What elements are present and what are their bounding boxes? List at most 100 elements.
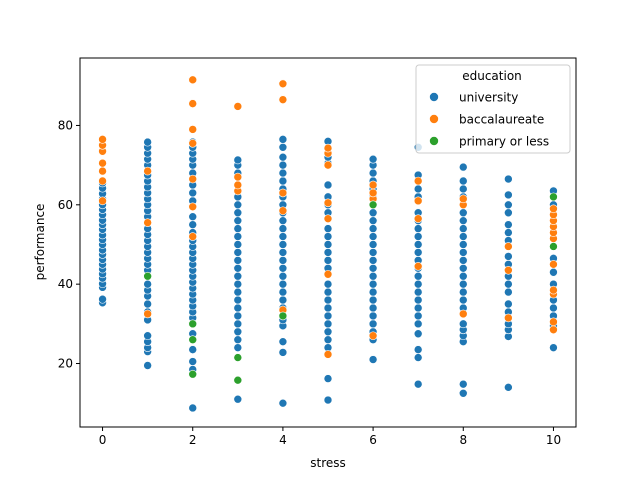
data-point — [458, 224, 468, 233]
data-point — [143, 137, 152, 147]
data-point — [278, 135, 288, 144]
data-point — [323, 240, 333, 249]
data-point — [368, 180, 378, 190]
data-point — [458, 184, 468, 194]
data-point — [323, 311, 333, 321]
data-point — [188, 212, 198, 222]
data-point — [368, 154, 378, 164]
legend: education university baccalaureate primary… — [415, 64, 571, 154]
data-point — [368, 208, 378, 218]
data-point — [233, 216, 243, 225]
data-point — [368, 232, 378, 241]
data-point — [458, 287, 468, 297]
data-point — [278, 263, 288, 273]
data-point — [368, 295, 378, 305]
data-point — [278, 232, 288, 241]
data-point — [323, 180, 333, 190]
data-point — [413, 303, 423, 313]
data-point — [549, 260, 558, 269]
legend-marker — [429, 136, 439, 146]
data-point — [98, 294, 107, 304]
data-point — [458, 271, 468, 281]
data-point — [413, 329, 423, 339]
data-point — [413, 214, 423, 223]
data-point — [233, 240, 243, 249]
data-point — [98, 196, 107, 206]
data-point — [233, 327, 243, 337]
data-point — [458, 240, 468, 249]
data-point — [98, 158, 107, 168]
data-point — [233, 279, 243, 289]
x-tick-label: 2 — [189, 433, 197, 447]
data-point — [188, 188, 198, 198]
data-point — [504, 383, 513, 392]
data-point — [458, 232, 468, 241]
data-point — [233, 375, 243, 385]
data-point — [323, 269, 333, 279]
plot-frame — [79, 57, 577, 428]
data-point — [323, 319, 333, 329]
data-point — [233, 256, 243, 265]
data-point — [504, 265, 513, 275]
data-point — [278, 142, 288, 152]
data-point — [413, 295, 423, 305]
data-point — [278, 79, 288, 89]
x-tick-label: 8 — [459, 433, 467, 447]
data-point — [458, 388, 468, 398]
data-point — [278, 256, 288, 265]
x-tick-label: 4 — [279, 433, 287, 447]
data-point — [413, 262, 423, 271]
data-point — [233, 208, 243, 218]
data-point — [143, 331, 152, 341]
data-point — [278, 176, 288, 186]
data-point — [278, 398, 288, 408]
data-point — [278, 188, 288, 198]
data-point — [413, 279, 423, 289]
data-point — [504, 174, 513, 184]
data-point — [504, 252, 513, 261]
data-point — [323, 303, 333, 313]
data-point — [233, 303, 243, 313]
data-point — [368, 319, 378, 329]
data-point — [233, 172, 243, 182]
data-point — [143, 218, 152, 227]
data-point — [368, 303, 378, 313]
data-point — [98, 135, 107, 144]
data-point — [98, 176, 107, 186]
data-point — [233, 287, 243, 297]
data-point — [458, 309, 468, 319]
data-point — [458, 176, 468, 186]
data-point — [504, 220, 513, 229]
points-layer — [98, 75, 558, 413]
data-point — [323, 214, 333, 223]
x-tick-label: 0 — [99, 433, 107, 447]
data-point — [188, 139, 198, 148]
legend-label: baccalaureate — [459, 113, 544, 127]
data-point — [413, 248, 423, 257]
data-point — [233, 224, 243, 233]
data-point — [323, 374, 333, 383]
data-point — [278, 95, 288, 104]
data-point — [233, 343, 243, 352]
data-point — [413, 176, 423, 186]
data-point — [278, 224, 288, 233]
data-point — [413, 224, 423, 233]
data-point — [188, 369, 198, 379]
data-point — [458, 256, 468, 265]
data-point — [278, 279, 288, 289]
data-point — [188, 125, 198, 134]
data-point — [413, 345, 423, 354]
data-point — [458, 248, 468, 257]
data-point — [278, 160, 288, 170]
data-point — [233, 180, 243, 190]
data-point — [368, 355, 378, 364]
data-point — [549, 285, 558, 295]
data-point — [323, 395, 333, 405]
data-point — [188, 75, 198, 85]
data-point — [368, 168, 378, 178]
data-point — [368, 287, 378, 297]
y-axis-label: performance — [33, 204, 47, 281]
legend-box — [415, 64, 571, 154]
data-point — [413, 287, 423, 297]
data-point — [323, 279, 333, 289]
